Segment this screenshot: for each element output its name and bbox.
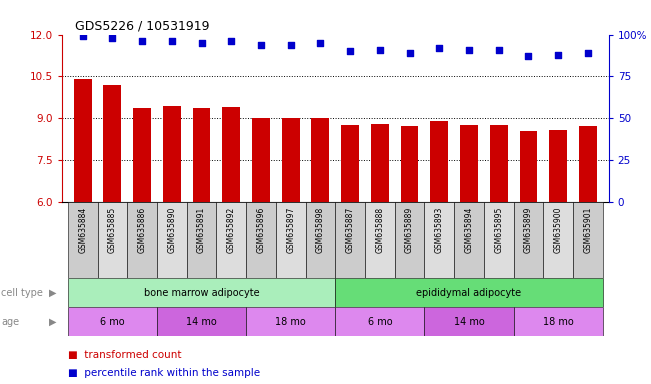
Text: GSM635893: GSM635893 — [435, 207, 444, 253]
Bar — [400, 126, 419, 202]
Point — [167, 38, 177, 44]
Text: epididymal adipocyte: epididymal adipocyte — [417, 288, 521, 298]
Bar — [395, 202, 424, 278]
Text: 6 mo: 6 mo — [100, 316, 125, 327]
Point — [374, 46, 385, 53]
Text: GSM635900: GSM635900 — [553, 207, 562, 253]
Text: ▶: ▶ — [49, 288, 57, 298]
Text: cell type: cell type — [1, 288, 43, 298]
Bar — [133, 108, 151, 202]
Text: GSM635899: GSM635899 — [524, 207, 533, 253]
Bar — [484, 202, 514, 278]
Text: GSM635885: GSM635885 — [108, 207, 117, 253]
Bar — [311, 118, 329, 202]
Point — [107, 35, 118, 41]
Bar — [335, 202, 365, 278]
Text: 6 mo: 6 mo — [368, 316, 392, 327]
Bar — [193, 108, 210, 202]
Bar — [223, 107, 240, 202]
Text: GSM635896: GSM635896 — [256, 207, 266, 253]
Bar — [74, 79, 92, 202]
Point — [404, 50, 415, 56]
Point — [523, 53, 534, 60]
Bar — [579, 126, 597, 202]
Text: 18 mo: 18 mo — [275, 316, 306, 327]
Bar — [157, 307, 246, 336]
Text: 14 mo: 14 mo — [454, 316, 484, 327]
Bar — [424, 202, 454, 278]
Bar — [454, 202, 484, 278]
Bar — [430, 121, 448, 202]
Bar — [104, 85, 121, 202]
Text: bone marrow adipocyte: bone marrow adipocyte — [144, 288, 259, 298]
Bar — [163, 106, 181, 202]
Text: 14 mo: 14 mo — [186, 316, 217, 327]
Bar — [335, 307, 424, 336]
Point — [77, 33, 88, 39]
Bar — [573, 202, 603, 278]
Point — [226, 38, 236, 44]
Bar — [424, 307, 514, 336]
Bar — [276, 202, 305, 278]
Point — [553, 51, 563, 58]
Text: GSM635884: GSM635884 — [78, 207, 87, 253]
Text: GSM635897: GSM635897 — [286, 207, 295, 253]
Text: GDS5226 / 10531919: GDS5226 / 10531919 — [75, 20, 210, 33]
Bar — [460, 125, 478, 202]
Text: GSM635901: GSM635901 — [583, 207, 592, 253]
Text: GSM635894: GSM635894 — [465, 207, 473, 253]
Text: GSM635891: GSM635891 — [197, 207, 206, 253]
Text: 18 mo: 18 mo — [543, 316, 574, 327]
Text: ▶: ▶ — [49, 316, 57, 327]
Bar — [519, 131, 537, 202]
Bar — [68, 202, 98, 278]
Point — [286, 41, 296, 48]
Bar — [371, 124, 389, 202]
Bar — [490, 125, 508, 202]
Point — [434, 45, 445, 51]
Text: age: age — [1, 316, 20, 327]
Point — [583, 50, 593, 56]
Point — [137, 38, 147, 44]
Bar — [514, 307, 603, 336]
Bar — [98, 202, 127, 278]
Bar — [282, 118, 299, 202]
Bar — [514, 202, 544, 278]
Text: GSM635895: GSM635895 — [494, 207, 503, 253]
Bar — [216, 202, 246, 278]
Text: ■  transformed count: ■ transformed count — [68, 350, 182, 360]
Bar — [68, 278, 335, 307]
Bar — [365, 202, 395, 278]
Bar — [157, 202, 187, 278]
Bar — [246, 307, 335, 336]
Bar — [335, 278, 603, 307]
Text: ■  percentile rank within the sample: ■ percentile rank within the sample — [68, 368, 260, 378]
Bar — [127, 202, 157, 278]
Bar — [544, 202, 573, 278]
Point — [256, 41, 266, 48]
Text: GSM635886: GSM635886 — [137, 207, 146, 253]
Bar — [187, 202, 216, 278]
Text: GSM635889: GSM635889 — [405, 207, 414, 253]
Text: GSM635892: GSM635892 — [227, 207, 236, 253]
Bar — [246, 202, 276, 278]
Bar — [341, 125, 359, 202]
Bar — [549, 130, 567, 202]
Point — [345, 48, 355, 54]
Text: GSM635898: GSM635898 — [316, 207, 325, 253]
Bar — [68, 307, 157, 336]
Text: GSM635887: GSM635887 — [346, 207, 355, 253]
Point — [315, 40, 326, 46]
Text: GSM635890: GSM635890 — [167, 207, 176, 253]
Bar — [305, 202, 335, 278]
Point — [197, 40, 207, 46]
Bar — [252, 118, 270, 202]
Point — [464, 46, 474, 53]
Text: GSM635888: GSM635888 — [376, 207, 384, 253]
Point — [493, 46, 504, 53]
